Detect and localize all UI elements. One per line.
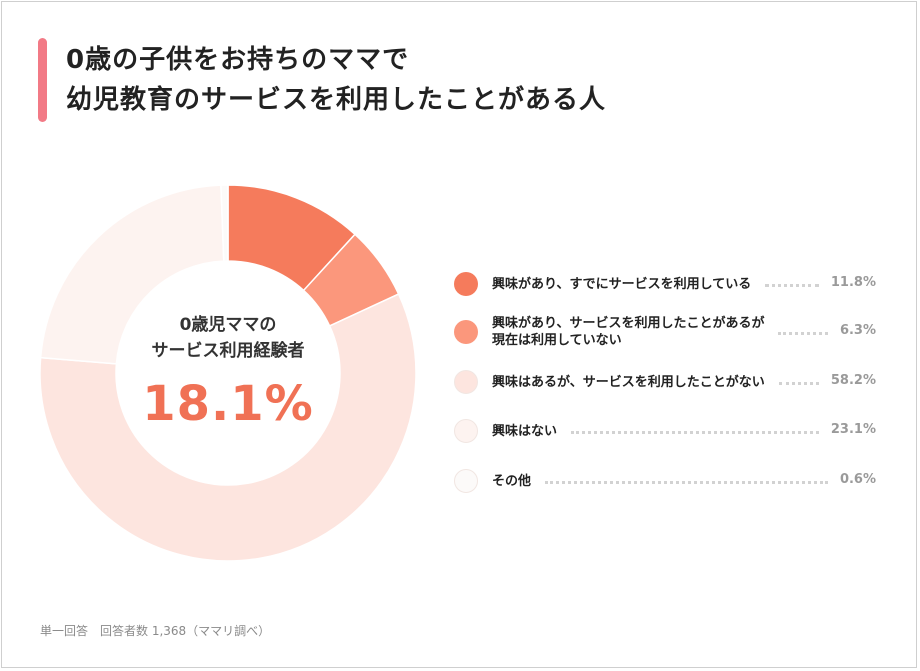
center-value: 18.1% xyxy=(142,376,314,432)
donut-slice-5 xyxy=(220,184,229,262)
legend-item-3: 興味はあるが、サービスを利用したことがない 58.2% xyxy=(452,362,882,402)
legend-swatch xyxy=(454,272,478,296)
legend-label-line-1: 興味があり、すでにサービスを利用している xyxy=(492,277,752,292)
legend-value: 11.8% xyxy=(830,275,876,290)
legend-label-line-1: 興味はない xyxy=(492,424,558,439)
legend-label: 興味があり、すでにサービスを利用している xyxy=(492,276,751,293)
legend-value: 0.6% xyxy=(839,472,876,487)
center-label-line-2: サービス利用経験者 xyxy=(151,341,305,361)
legend-leader-dots xyxy=(765,284,819,287)
legend-value: 23.1% xyxy=(830,422,876,437)
legend-swatch xyxy=(454,320,478,344)
chart-title: 0歳の子供をお持ちのママで 幼児教育のサービスを利用したことがある人 xyxy=(66,40,606,120)
legend-item-4: 興味はない 23.1% xyxy=(452,411,882,451)
footnote-answer-type: 単一回答 xyxy=(40,624,89,638)
legend-value: 58.2% xyxy=(830,373,876,388)
donut-center: 0歳児ママの サービス利用経験者 18.1% xyxy=(128,312,328,432)
legend-swatch xyxy=(454,370,478,394)
legend-label-line-1: その他 xyxy=(492,474,532,489)
legend-leader-dots xyxy=(778,382,819,385)
donut-slice-4 xyxy=(39,184,225,365)
footnote: 単一回答 回答者数 1,368（ママリ調べ） xyxy=(40,622,270,639)
legend-item-5: その他 0.6% xyxy=(452,461,882,501)
center-label: 0歳児ママの サービス利用経験者 xyxy=(128,312,328,364)
donut-chart xyxy=(39,184,417,562)
legend-swatch xyxy=(454,419,478,443)
legend-label-line-1: 興味はあるが、サービスを利用したことがない xyxy=(492,375,765,390)
legend-label: その他 xyxy=(492,473,531,490)
legend-leader-dots xyxy=(571,431,819,434)
legend-label: 興味があり、サービスを利用したことがあるが 現在は利用していない xyxy=(492,315,764,349)
title-line-1: 0歳の子供をお持ちのママで xyxy=(66,45,410,75)
legend-item-1: 興味があり、すでにサービスを利用している 11.8% xyxy=(452,264,882,304)
center-label-line-1: 0歳児ママの xyxy=(179,315,277,335)
legend-label-line-2: 現在は利用していない xyxy=(492,333,622,348)
legend-label: 興味はあるが、サービスを利用したことがない xyxy=(492,374,765,391)
legend-label: 興味はない xyxy=(492,423,557,440)
legend-leader-dots xyxy=(545,481,828,484)
donut-slice-3 xyxy=(39,293,417,562)
footnote-respondents: 回答者数 1,368（ママリ調べ） xyxy=(100,624,271,638)
legend-swatch xyxy=(454,469,478,493)
legend-item-2: 興味があり、サービスを利用したことがあるが 現在は利用していない 6.3% xyxy=(452,312,882,352)
legend-leader-dots xyxy=(778,332,828,335)
title-line-2: 幼児教育のサービスを利用したことがある人 xyxy=(66,85,607,115)
legend-value: 6.3% xyxy=(839,323,876,338)
legend-label-line-1: 興味があり、サービスを利用したことがあるが xyxy=(492,316,765,331)
title-accent-bar xyxy=(38,38,47,122)
